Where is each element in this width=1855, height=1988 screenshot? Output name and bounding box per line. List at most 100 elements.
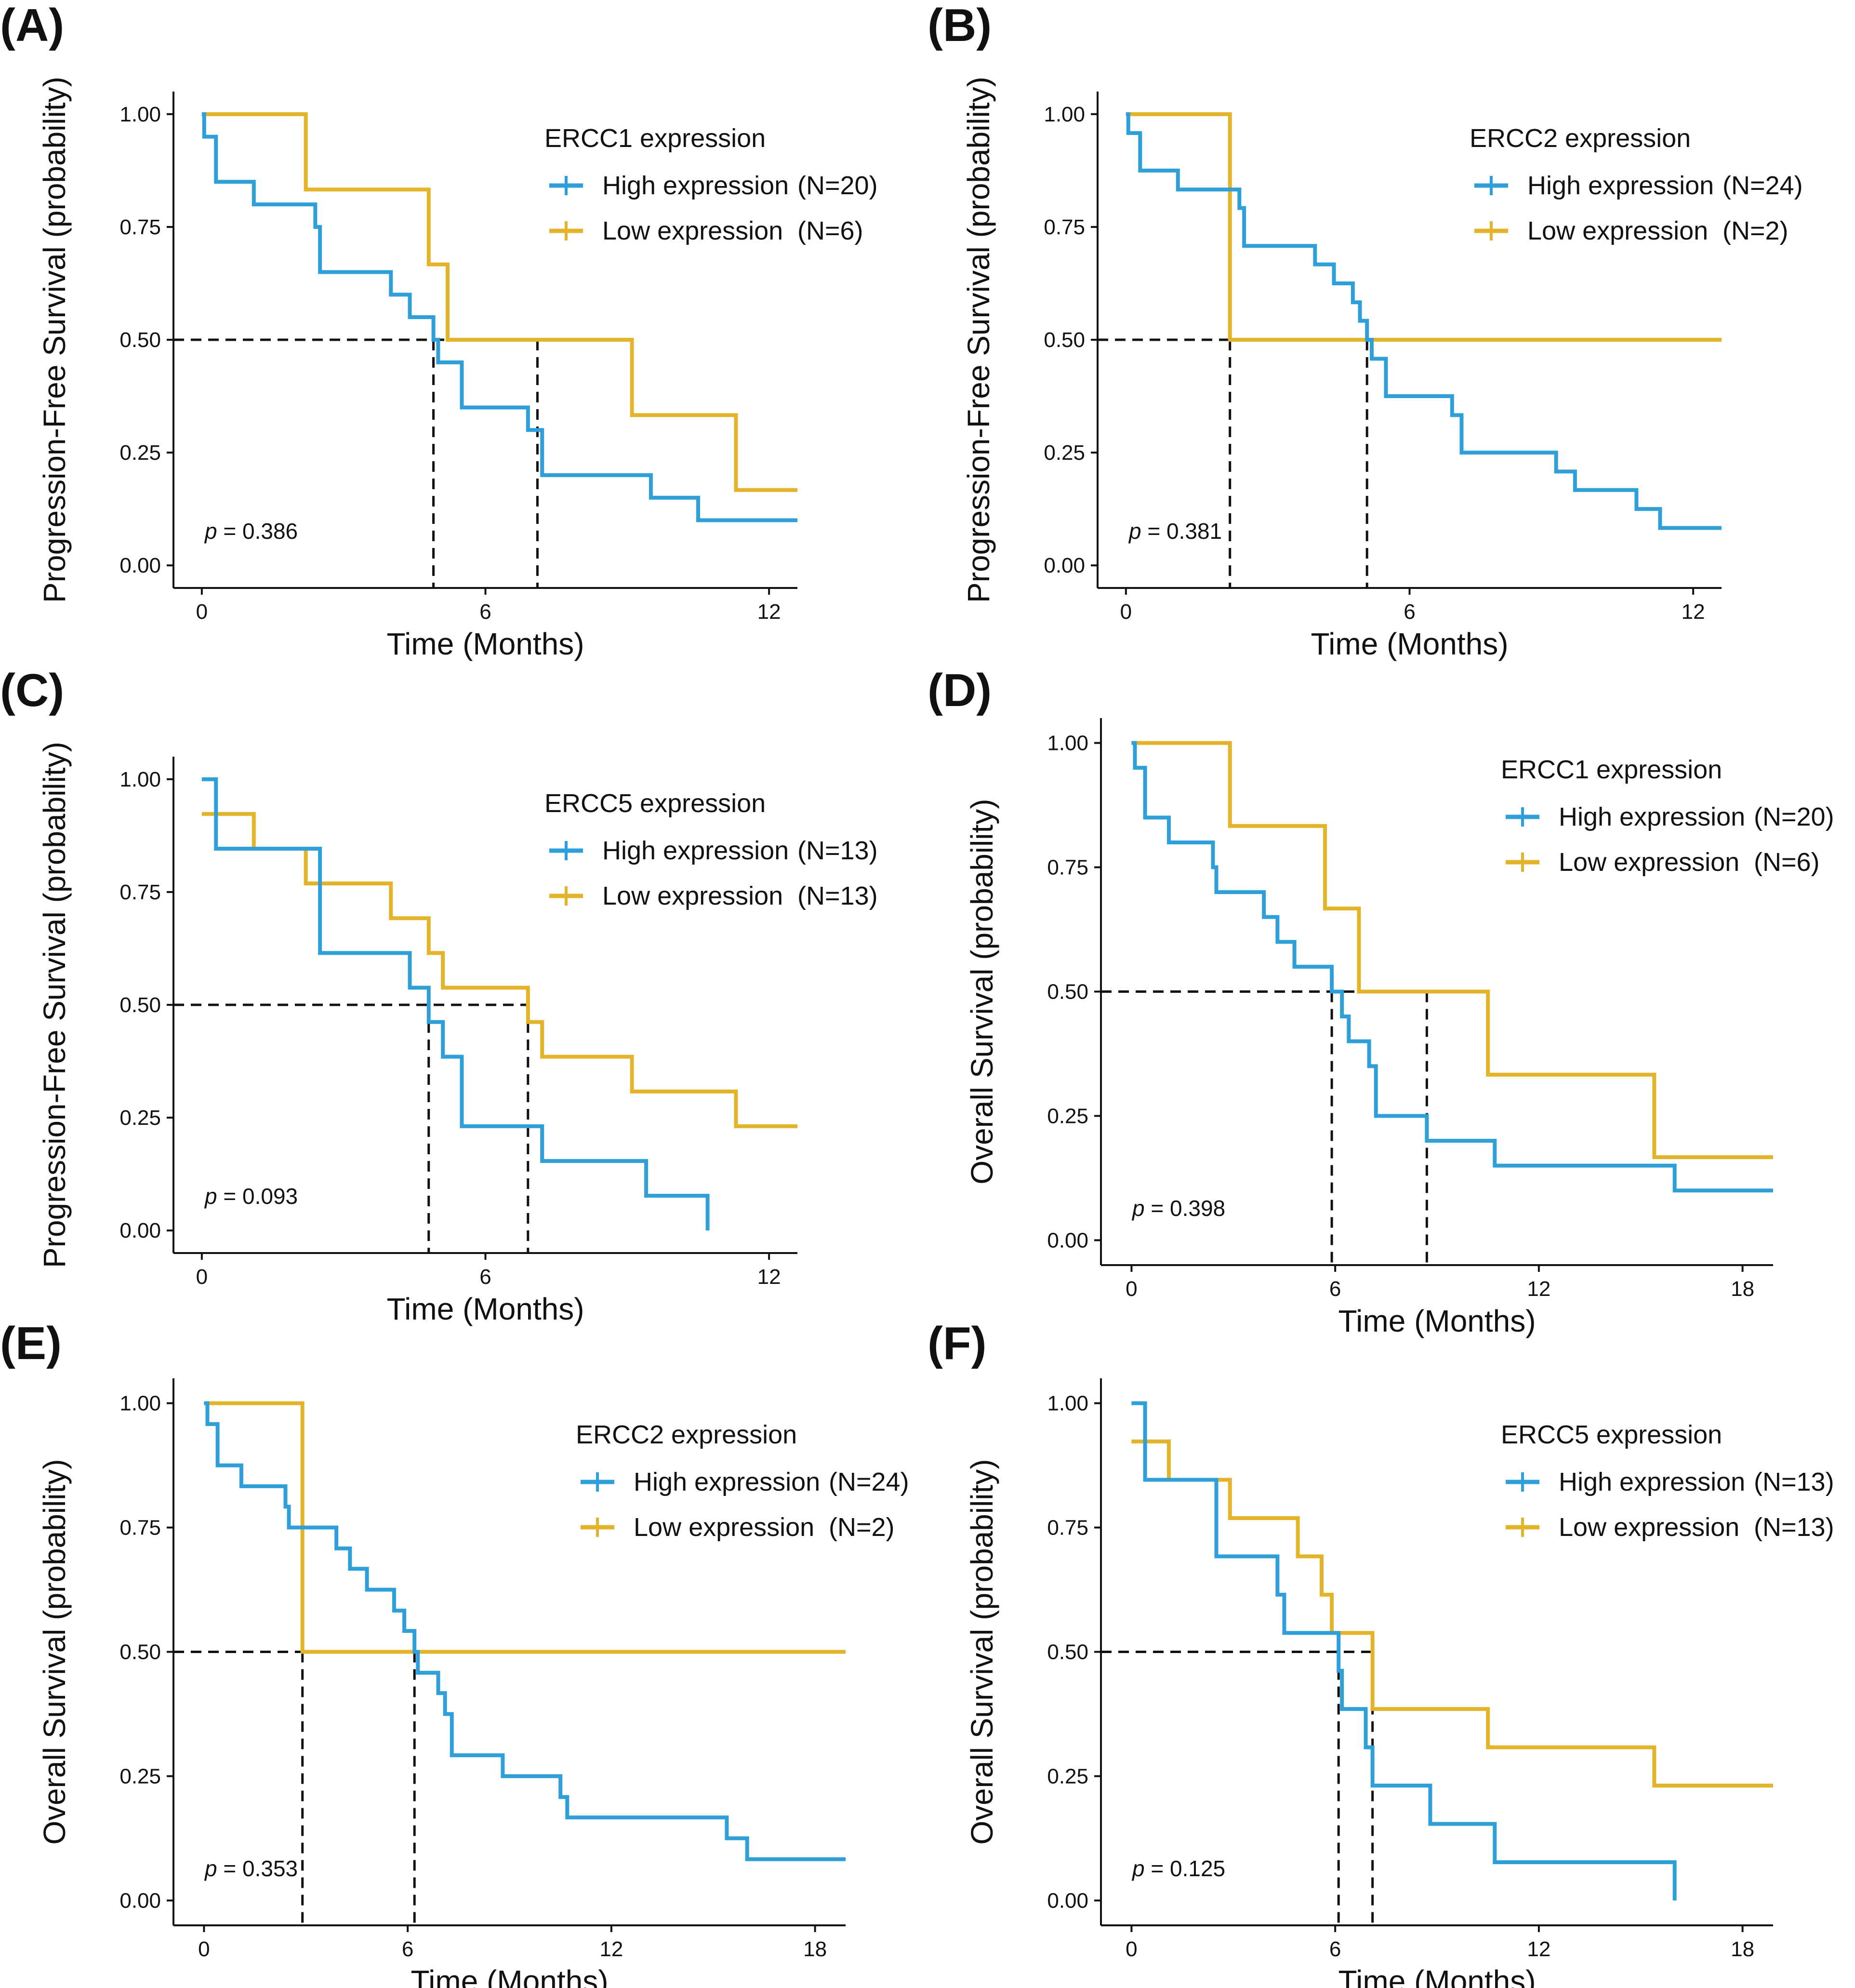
legend-entry-count: (N=2) <box>829 1513 895 1542</box>
p-value-label: p = 0.398 <box>1131 1196 1225 1221</box>
panel-label: (B) <box>928 0 992 51</box>
legend-title: ERCC5 expression <box>544 789 766 818</box>
low-expression-curve <box>1131 741 1773 1160</box>
p-value-label: p = 0.093 <box>204 1184 298 1209</box>
legend-entry-label: Low expression <box>602 881 783 910</box>
y-axis-title: Progression-Free Survival (probability) <box>37 77 72 603</box>
y-tick-label: 0.50 <box>119 328 161 352</box>
y-tick-label: 0.00 <box>1047 1228 1088 1252</box>
x-tick-label: 18 <box>803 1937 827 1961</box>
legend-title: ERCC5 expression <box>1501 1420 1722 1449</box>
x-tick-label: 12 <box>599 1937 623 1961</box>
legend-entry-count: (N=13) <box>1754 1513 1834 1542</box>
x-tick-label: 6 <box>402 1937 413 1961</box>
km-panel-f: (F) 0.00 0.25 0.50 0.75 1.00 0 6 12 18 Time (Month… <box>928 1318 1834 1988</box>
legend-entry-count: (N=6) <box>797 216 863 245</box>
y-axis-title: Overall Survival (probability) <box>37 1459 72 1844</box>
x-tick-label: 0 <box>196 600 208 624</box>
x-tick-label: 12 <box>1527 1277 1550 1301</box>
x-tick-label: 12 <box>1682 600 1705 624</box>
p-value-label: p = 0.353 <box>204 1856 298 1881</box>
panel-label: (D) <box>928 665 992 716</box>
legend-entry-label: Low expression <box>634 1513 814 1542</box>
y-tick-label: 0.75 <box>1047 856 1088 880</box>
p-value-label: p = 0.386 <box>204 519 298 544</box>
legend-entry-label: High expression <box>1527 171 1714 200</box>
x-axis-title: Time (Months) <box>1338 1304 1536 1338</box>
x-tick-label: 0 <box>1120 600 1132 624</box>
y-tick-label: 0.25 <box>1047 1764 1088 1788</box>
y-tick-label: 0.50 <box>1047 980 1088 1004</box>
p-value-label: p = 0.125 <box>1131 1856 1225 1881</box>
km-panel-b: (B) 0.00 0.25 0.50 0.75 1.00 0 6 12 Time (Months)… <box>928 0 1803 661</box>
legend-entry-label: High expression <box>634 1468 820 1496</box>
legend-title: ERCC2 expression <box>576 1420 797 1449</box>
legend-entry-count: (N=24) <box>1722 171 1803 200</box>
y-tick-label: 0.00 <box>1047 1889 1088 1912</box>
low-expression-curve <box>1131 1440 1773 1788</box>
x-tick-label: 0 <box>198 1937 210 1961</box>
legend-entry-label: High expression <box>602 171 789 200</box>
y-tick-label: 0.25 <box>119 1106 161 1130</box>
y-tick-label: 0.50 <box>119 993 161 1017</box>
high-expression-curve <box>1131 1401 1677 1901</box>
x-tick-label: 12 <box>757 1265 781 1289</box>
y-tick-label: 0.25 <box>119 1764 161 1788</box>
legend-entry-count: (N=20) <box>1754 802 1834 831</box>
x-tick-label: 6 <box>479 1265 491 1289</box>
y-tick-label: 1.00 <box>1047 732 1088 755</box>
y-tick-label: 1.00 <box>119 1392 161 1415</box>
legend-title: ERCC1 expression <box>544 124 766 153</box>
y-axis-title: Overall Survival (probability) <box>965 1459 999 1844</box>
x-axis-title: Time (Months) <box>386 1292 584 1326</box>
y-tick-label: 1.00 <box>119 768 161 791</box>
legend-entry-label: High expression <box>1559 1468 1745 1496</box>
x-axis-title: Time (Months) <box>386 627 584 661</box>
high-expression-curve <box>201 112 797 522</box>
km-panel-d: (D) 0.00 0.25 0.50 0.75 1.00 0 6 12 18 Time (Month… <box>928 665 1834 1338</box>
y-axis-title: Overall Survival (probability) <box>965 799 999 1184</box>
km-panel-e: (E) 0.00 0.25 0.50 0.75 1.00 0 6 12 18 Time (Month… <box>0 1318 909 1988</box>
y-tick-label: 0.00 <box>1044 554 1085 577</box>
x-tick-label: 0 <box>196 1265 208 1289</box>
x-tick-label: 18 <box>1731 1937 1754 1961</box>
x-tick-label: 6 <box>1329 1937 1341 1961</box>
y-tick-label: 0.00 <box>119 1219 161 1242</box>
x-tick-label: 0 <box>1126 1937 1137 1961</box>
high-expression-curve <box>201 777 710 1231</box>
y-tick-label: 0.25 <box>1047 1104 1088 1128</box>
y-axis-title: Progression-Free Survival (probability) <box>961 77 996 603</box>
x-tick-label: 0 <box>1126 1277 1137 1301</box>
legend-entry-count: (N=2) <box>1722 216 1789 245</box>
legend-entry-label: Low expression <box>1559 848 1739 877</box>
x-tick-label: 6 <box>1404 600 1415 624</box>
y-tick-label: 0.75 <box>119 881 161 904</box>
y-tick-label: 0.50 <box>1047 1641 1088 1664</box>
low-expression-curve <box>1126 112 1722 342</box>
legend-entry-count: (N=6) <box>1754 848 1820 877</box>
y-tick-label: 0.00 <box>119 1889 161 1912</box>
y-tick-label: 0.25 <box>119 441 161 465</box>
y-axis-title: Progression-Free Survival (probability) <box>37 742 72 1268</box>
legend-entry-label: Low expression <box>1559 1513 1739 1542</box>
x-tick-label: 6 <box>1329 1277 1341 1301</box>
km-panel-c: (C) 0.00 0.25 0.50 0.75 1.00 0 6 12 Time (Months)… <box>0 665 878 1326</box>
high-expression-curve <box>204 1401 846 1861</box>
x-tick-label: 6 <box>479 600 491 624</box>
legend-title: ERCC1 expression <box>1501 755 1722 784</box>
legend-entry-label: High expression <box>1559 802 1745 831</box>
high-expression-curve <box>1131 741 1773 1193</box>
legend-entry-count: (N=13) <box>797 881 878 910</box>
panel-label: (C) <box>0 665 64 716</box>
y-tick-label: 1.00 <box>1044 103 1085 126</box>
x-tick-label: 18 <box>1731 1277 1754 1301</box>
y-tick-label: 1.00 <box>119 103 161 126</box>
y-tick-label: 0.75 <box>1044 215 1085 239</box>
x-tick-label: 12 <box>757 600 781 624</box>
low-expression-curve <box>201 812 797 1128</box>
legend-entry-count: (N=24) <box>829 1468 909 1496</box>
x-tick-label: 12 <box>1527 1937 1550 1961</box>
panel-label: (F) <box>928 1318 987 1369</box>
x-axis-title: Time (Months) <box>1311 627 1508 661</box>
